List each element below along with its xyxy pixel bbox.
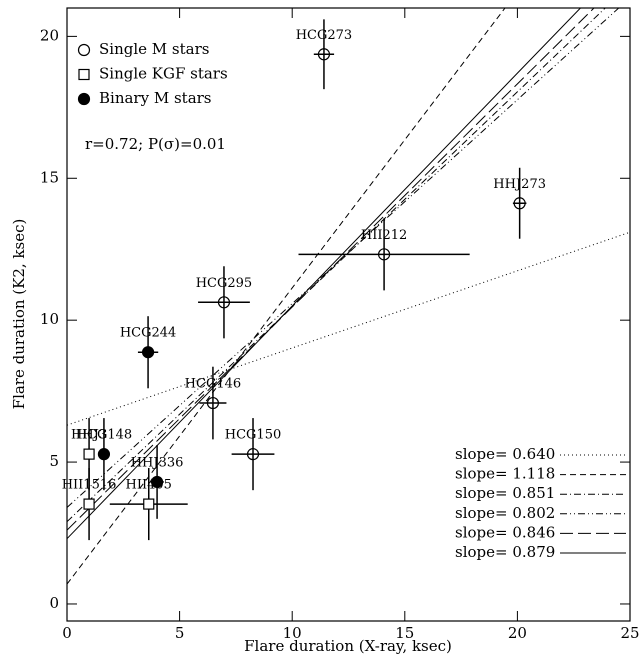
marker <box>317 48 331 61</box>
legend-marker <box>77 92 91 106</box>
legend-label: Single M stars <box>99 40 209 58</box>
legend-marker <box>78 68 90 81</box>
point-label: HCG146 <box>185 377 241 392</box>
point-label: HCG273 <box>296 28 352 43</box>
marker <box>141 346 155 359</box>
point-label: HHJ336 <box>131 455 184 470</box>
y-tick-label: 0 <box>49 594 59 612</box>
point-label: HHJ273 <box>493 177 546 192</box>
x-tick-label: 0 <box>62 624 72 642</box>
fit-line <box>67 8 581 540</box>
y-tick-label: 20 <box>40 26 59 44</box>
x-tick-label: 5 <box>175 624 185 642</box>
x-axis-label: Flare duration (X-ray, ksec) <box>244 637 452 655</box>
legend-label: Binary M stars <box>99 89 212 107</box>
y-tick-label: 15 <box>40 168 59 186</box>
marker <box>143 498 155 510</box>
point-label: HCG148 <box>76 428 132 443</box>
legend-label: Single KGF stars <box>99 65 228 83</box>
fit-legend-label: slope= 0.851 <box>455 484 555 502</box>
marker <box>246 448 260 461</box>
x-tick-label: 25 <box>620 624 639 642</box>
fit-legend-label: slope= 0.640 <box>455 445 555 463</box>
y-tick-label: 5 <box>49 452 59 470</box>
marker <box>150 475 164 489</box>
fit-legend-label: slope= 1.118 <box>455 465 555 483</box>
fit-line <box>67 8 506 585</box>
fit-lines <box>67 8 630 585</box>
fit-legend-label: slope= 0.846 <box>455 523 555 541</box>
x-tick-label: 20 <box>508 624 527 642</box>
point-label: HCG295 <box>196 276 252 291</box>
fit-line <box>67 8 606 523</box>
plot-frame <box>66 7 631 622</box>
y-axis-label: Flare duration (K2, ksec) <box>10 219 28 410</box>
point-label: HHJ3 <box>71 428 107 443</box>
fit-legend-label: slope= 0.879 <box>455 543 555 561</box>
point-label: HCG150 <box>225 428 281 443</box>
marker <box>97 448 111 461</box>
marker <box>513 197 526 210</box>
point-label: HII1516 <box>62 478 117 493</box>
annotation: r=0.72; P(σ)=0.01 <box>85 135 226 153</box>
y-tick-label: 10 <box>40 310 59 328</box>
fit-line <box>67 8 595 531</box>
marker <box>377 248 391 261</box>
point-label: HII405 <box>126 478 172 493</box>
marker <box>206 396 220 410</box>
marker <box>217 296 231 309</box>
x-tick-label: 15 <box>395 624 414 642</box>
x-tick-label: 10 <box>283 624 302 642</box>
marker <box>83 498 95 510</box>
point-label: HCG244 <box>120 326 176 341</box>
marker <box>83 448 95 460</box>
legend-marker <box>77 43 91 57</box>
point-label: HII212 <box>361 228 407 243</box>
fit-legend-label: slope= 0.802 <box>455 504 555 522</box>
